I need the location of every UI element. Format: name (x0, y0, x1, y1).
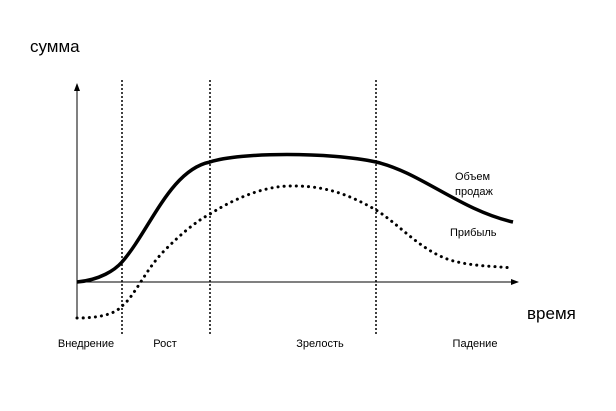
x-axis-label: время (527, 304, 576, 323)
stage-dividers (121, 80, 377, 335)
stage-label: Зрелость (296, 338, 344, 350)
curve-label: Объем (455, 171, 490, 183)
stage-label: Падение (453, 338, 498, 350)
y-axis-label: сумма (30, 37, 80, 56)
curve-label: Прибыль (450, 227, 497, 239)
stage-label: Рост (153, 338, 177, 350)
profit-curve (75, 184, 515, 320)
curve-label: продаж (455, 186, 493, 198)
sales-curve (76, 152, 514, 284)
stage-label: Внедрение (58, 338, 114, 350)
